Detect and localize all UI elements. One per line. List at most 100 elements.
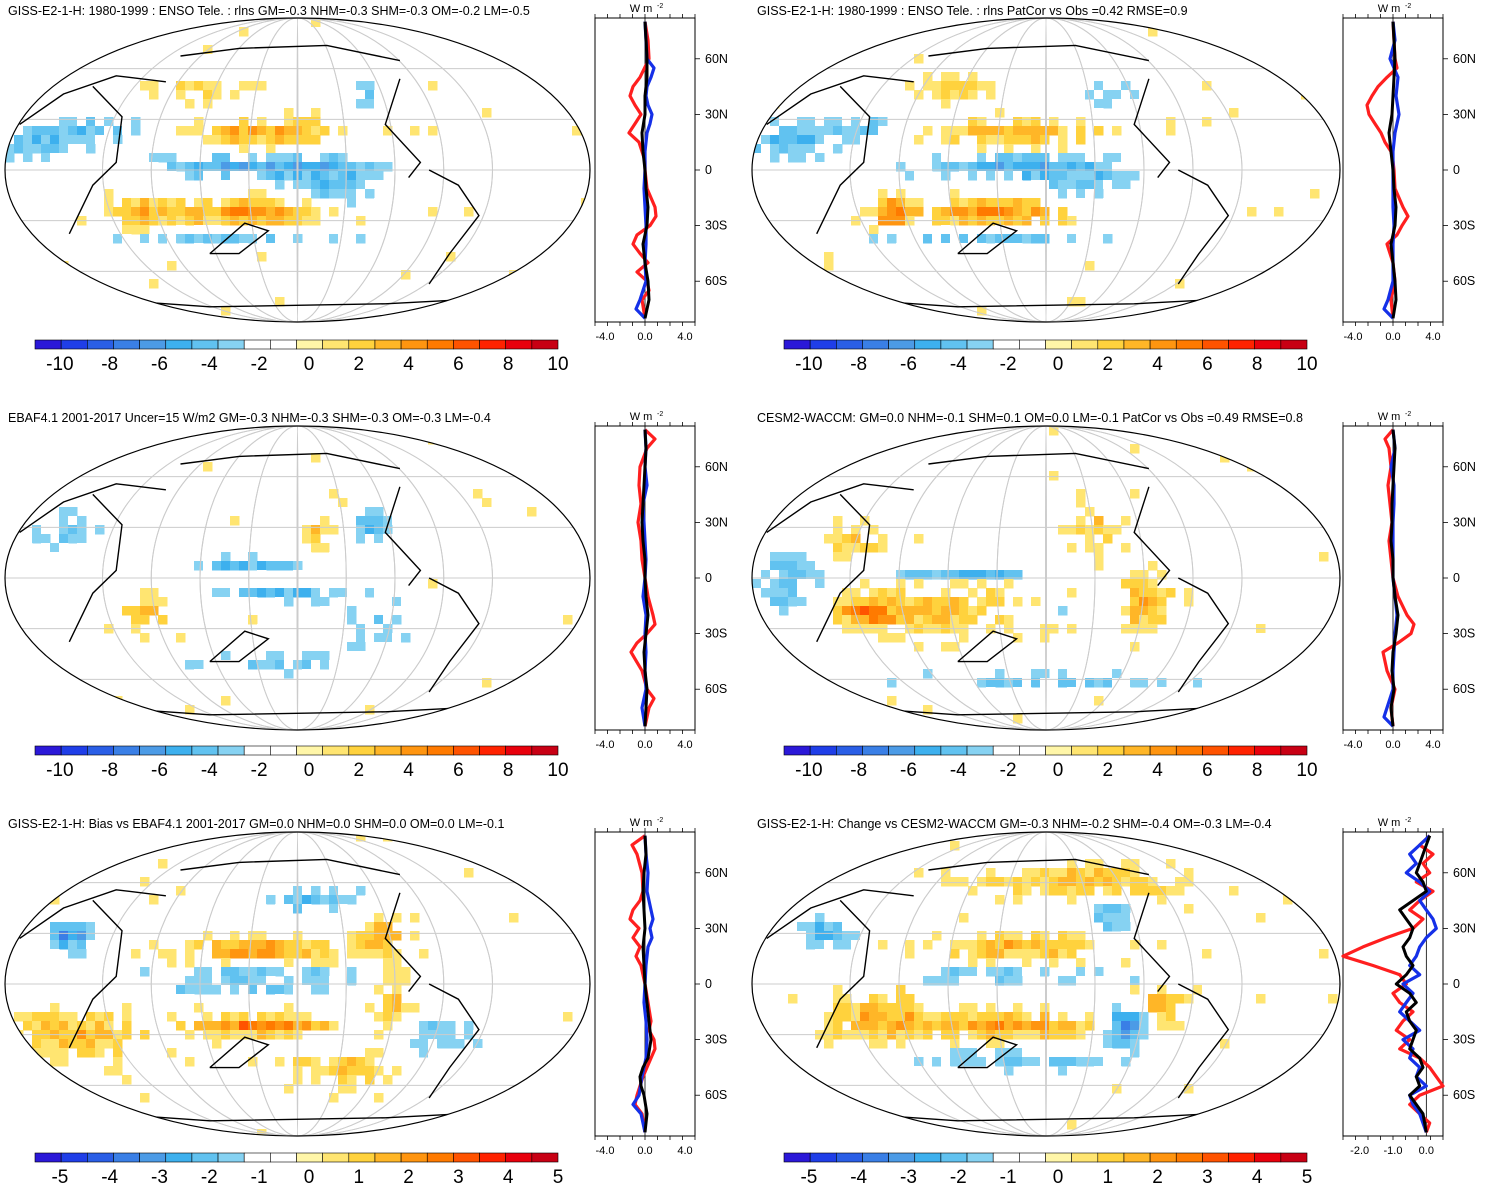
map-cell <box>347 949 357 959</box>
map-cell <box>806 642 816 652</box>
map-cell <box>176 207 186 217</box>
map-cell <box>68 108 78 118</box>
map-cell <box>896 1012 906 1022</box>
map-cell <box>1130 171 1140 181</box>
map-cell <box>1058 931 1068 941</box>
map-cell <box>320 597 330 607</box>
map-cell <box>1022 234 1032 244</box>
map-cell <box>797 922 807 932</box>
map-cell <box>932 207 942 217</box>
profile-units-exponent: -2 <box>1405 817 1411 824</box>
map-cell <box>842 1012 852 1022</box>
map-cell <box>842 669 852 679</box>
colorbar-label: -2 <box>251 760 268 781</box>
map-cell <box>1085 877 1095 887</box>
colorbar-box <box>532 340 558 349</box>
map-cell <box>230 171 240 181</box>
map-cell <box>1049 117 1059 127</box>
map-cell <box>869 597 879 607</box>
map-cell <box>320 543 330 553</box>
map-cell <box>1022 561 1032 571</box>
colorbar-label: 8 <box>503 354 514 375</box>
map-cell <box>221 1012 231 1022</box>
map-cell <box>1040 967 1050 977</box>
map-cell <box>284 561 294 571</box>
map-cell <box>545 198 555 208</box>
map-cell <box>995 940 1005 950</box>
map-cell <box>1076 940 1086 950</box>
map-cell <box>833 516 843 526</box>
map-cell <box>86 117 96 127</box>
map-cell <box>752 1048 762 1058</box>
map-cell <box>311 117 321 127</box>
map-cell <box>914 534 924 544</box>
map-cell <box>374 931 384 941</box>
map-cell <box>887 606 897 616</box>
map-cell <box>50 1048 60 1058</box>
map-cell <box>1220 687 1230 697</box>
colorbar-label: 0 <box>304 760 315 781</box>
map-cell <box>1031 1048 1041 1058</box>
map-cell <box>230 90 240 100</box>
map-cell <box>194 552 204 562</box>
map-cell <box>320 1066 330 1076</box>
map-cell <box>302 877 312 887</box>
map-cell <box>1157 615 1167 625</box>
colorbar-box <box>1019 1153 1045 1162</box>
map-cell <box>194 1129 204 1139</box>
map-cell <box>302 660 312 670</box>
profile-lat-label: 60N <box>705 52 728 66</box>
map-cell <box>77 279 87 289</box>
map-cell <box>878 1021 888 1031</box>
map-cell <box>383 1075 393 1085</box>
map-cell <box>1013 117 1023 127</box>
colorbar-box <box>889 340 915 349</box>
colorbar-box <box>1202 746 1228 755</box>
map-cell <box>266 660 276 670</box>
map-cell <box>158 207 168 217</box>
map-cell <box>1076 234 1086 244</box>
colorbar-box <box>113 1153 139 1162</box>
colorbar-label: 2 <box>354 354 365 375</box>
map-cell <box>257 198 267 208</box>
colorbar-box <box>192 340 218 349</box>
map-cell <box>1022 207 1032 217</box>
map-cell <box>842 606 852 616</box>
map-cell <box>77 913 87 923</box>
map-cell <box>932 234 942 244</box>
map-cell <box>1022 1021 1032 1031</box>
map-cell <box>203 651 213 661</box>
map-cell <box>86 940 96 950</box>
colorbar-label: 6 <box>453 760 464 781</box>
map-cell <box>941 171 951 181</box>
map-cell <box>185 234 195 244</box>
map-cell <box>320 940 330 950</box>
map-cell <box>1031 606 1041 616</box>
map-cell <box>221 171 231 181</box>
map-cell <box>329 913 339 923</box>
map-cell <box>1103 1057 1113 1067</box>
colorbar-box <box>1255 746 1281 755</box>
colorbar-box <box>993 1153 1019 1162</box>
map-cell <box>266 886 276 896</box>
map-cell <box>1049 940 1059 950</box>
map-cell <box>50 171 60 181</box>
map-cell <box>815 27 825 37</box>
colorbar-label: -10 <box>46 354 73 375</box>
colorbar-box <box>323 1153 349 1162</box>
map-cell <box>383 189 393 199</box>
map-cell <box>1094 1066 1104 1076</box>
map-cell <box>41 534 51 544</box>
map-cell <box>158 597 168 607</box>
map-cell <box>284 126 294 136</box>
map-cell <box>401 967 411 977</box>
map-cell <box>860 543 870 553</box>
map-cell <box>41 931 51 941</box>
map-cell <box>986 135 996 145</box>
profile-xtick-label: -2.0 <box>1350 1145 1369 1157</box>
map-cell <box>266 949 276 959</box>
map-cell <box>833 931 843 941</box>
map-cell <box>266 54 276 64</box>
map-cell <box>1121 90 1131 100</box>
map-cell <box>833 543 843 553</box>
